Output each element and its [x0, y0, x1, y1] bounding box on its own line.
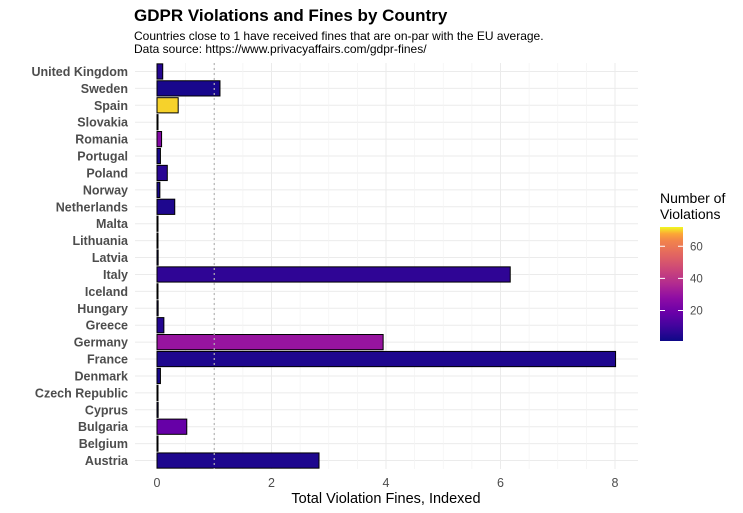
- y-tick-label: United Kingdom: [31, 65, 128, 79]
- bar-romania: [156, 131, 163, 148]
- bar-austria: [156, 452, 320, 469]
- bar-greece: [156, 317, 165, 334]
- y-tick-label: Netherlands: [56, 200, 128, 214]
- y-tick-label: Poland: [86, 166, 128, 180]
- y-tick-label: Malta: [96, 217, 129, 231]
- grid: [135, 63, 638, 469]
- legend-title-line-1: Number of: [660, 190, 725, 206]
- legend-tick-label: 20: [690, 305, 703, 317]
- bar-czech-republic: [156, 384, 159, 401]
- bar-sweden: [156, 80, 221, 97]
- bar-belgium: [156, 435, 159, 452]
- x-tick-label: 0: [154, 476, 161, 490]
- bar-norway: [156, 181, 161, 198]
- y-tick-label: Germany: [74, 336, 128, 350]
- legend: Number of Violations 20 40 60: [660, 190, 725, 341]
- bar-united-kingdom: [156, 63, 164, 80]
- x-tick-label: 6: [497, 476, 504, 490]
- legend-tick-label: 60: [690, 241, 703, 253]
- y-tick-label: Denmark: [75, 369, 129, 383]
- bar-italy: [156, 266, 511, 283]
- bar-france: [156, 350, 617, 368]
- y-tick-label: Norway: [83, 183, 128, 197]
- bar-cyprus: [156, 401, 159, 418]
- y-tick-label: Romania: [75, 133, 129, 147]
- bar-lithuania: [156, 232, 159, 249]
- legend-colorbar: [660, 227, 683, 341]
- chart-subtitle-line-2: Data source: https://www.privacyaffairs.…: [134, 42, 427, 56]
- y-tick-label: France: [87, 353, 128, 367]
- bar-germany: [156, 334, 384, 351]
- bar-hungary: [156, 300, 159, 317]
- y-axis-labels: United Kingdom Sweden Spain Slovakia Romania…: [31, 65, 129, 468]
- y-tick-label: Austria: [85, 454, 129, 468]
- x-tick-label: 8: [612, 476, 619, 490]
- bar-iceland: [156, 283, 159, 300]
- bar-slovakia: [156, 114, 159, 131]
- chart-subtitle-line-1: Countries close to 1 have received fines…: [134, 29, 544, 43]
- bar-portugal: [156, 147, 161, 165]
- legend-tick-label: 40: [690, 273, 703, 285]
- legend-title-line-2: Violations: [660, 206, 720, 222]
- y-tick-label: Iceland: [85, 285, 128, 299]
- y-tick-label: Belgium: [79, 437, 128, 451]
- y-tick-label: Cyprus: [85, 403, 128, 417]
- y-tick-label: Greece: [86, 319, 128, 333]
- x-tick-label: 4: [383, 476, 390, 490]
- x-axis-labels: 0 2 4 6 8: [154, 476, 619, 490]
- bars: [156, 63, 617, 469]
- bar-malta: [156, 215, 159, 232]
- chart-title: GDPR Violations and Fines by Country: [134, 6, 448, 25]
- bar-spain: [156, 97, 179, 114]
- y-tick-label: Italy: [103, 268, 128, 282]
- x-tick-label: 2: [268, 476, 275, 490]
- y-tick-label: Spain: [94, 99, 128, 113]
- bar-netherlands: [156, 198, 176, 215]
- bar-denmark: [156, 367, 161, 385]
- bar-latvia: [156, 249, 159, 266]
- y-tick-label: Sweden: [81, 82, 128, 96]
- y-tick-label: Czech Republic: [35, 386, 128, 400]
- bar-poland: [156, 164, 168, 182]
- y-tick-label: Portugal: [77, 150, 128, 164]
- y-tick-label: Bulgaria: [78, 420, 129, 434]
- y-tick-label: Slovakia: [77, 116, 129, 130]
- y-tick-label: Latvia: [92, 251, 129, 265]
- bar-bulgaria: [156, 418, 188, 435]
- y-tick-label: Lithuania: [72, 234, 129, 248]
- x-axis-title: Total Violation Fines, Indexed: [291, 491, 480, 507]
- y-tick-label: Hungary: [77, 302, 128, 316]
